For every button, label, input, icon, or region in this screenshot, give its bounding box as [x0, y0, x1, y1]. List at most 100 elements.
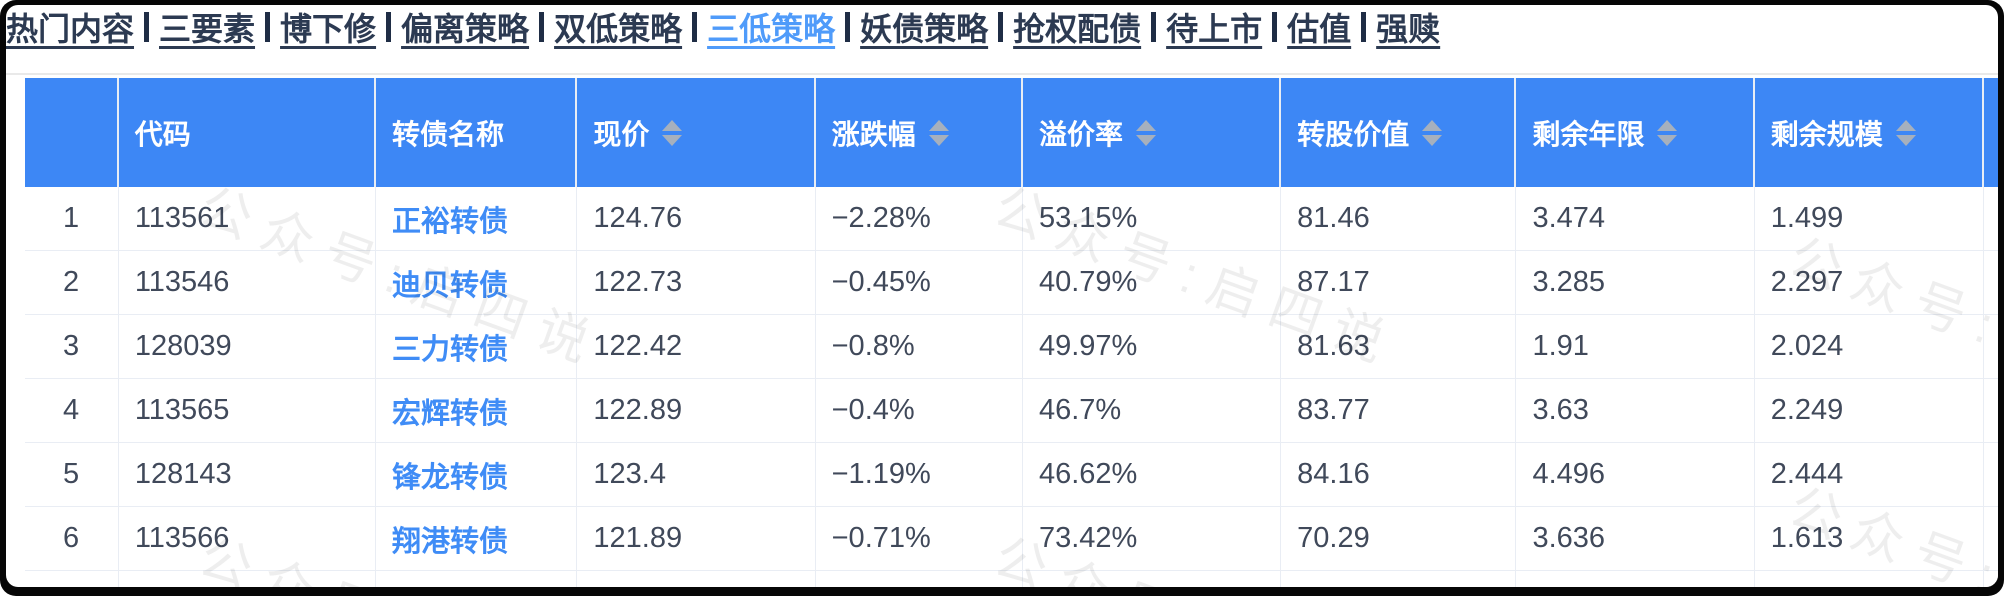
strategy-tab-bar: 热门内容 三要素 博下修 偏离策略 双低策略 三低策略 妖债策略 抢权配债 待上市 估值 强赎 — [6, 7, 1440, 55]
cell-empty — [25, 571, 119, 587]
sort-icon — [662, 119, 683, 146]
nav-tab[interactable]: 偏离策略 — [401, 11, 530, 47]
cell-convValue: 84.16 — [1281, 443, 1517, 507]
cell-index: 5 — [25, 443, 119, 507]
cell-overflow — [1983, 251, 1998, 315]
column-header-size[interactable]: 剩余规模 — [1754, 78, 1985, 187]
cell-convValue: 70.29 — [1281, 507, 1517, 571]
column-header-code: 代码 — [118, 78, 376, 187]
column-header-price[interactable]: 现价 — [577, 78, 816, 187]
cell-name: 翔港转债 — [376, 507, 578, 571]
sort-icon — [1422, 119, 1443, 146]
cell-size: 2.444 — [1754, 443, 1984, 507]
cell-empty — [1281, 571, 1517, 587]
bond-name-link[interactable]: 宏辉转债 — [392, 397, 509, 430]
cell-overflow — [1983, 379, 1998, 443]
sort-icon — [1657, 119, 1678, 146]
column-header-overflow — [1984, 78, 1998, 187]
column-header-label: 涨跌幅 — [831, 118, 916, 150]
nav-separator — [144, 12, 150, 42]
cell-code: 113565 — [118, 379, 376, 443]
column-header-years[interactable]: 剩余年限 — [1516, 78, 1755, 187]
cell-price: 122.73 — [577, 251, 816, 315]
page-content: 热门内容 三要素 博下修 偏离策略 双低策略 三低策略 妖债策略 抢权配债 待上市 估值 强赎 代码… — [6, 5, 1998, 587]
cell-code: 113561 — [118, 187, 376, 251]
cell-convValue: 83.77 — [1281, 379, 1517, 443]
column-header-label: 转股价值 — [1297, 118, 1410, 150]
cell-index: 3 — [25, 315, 119, 379]
bond-name-link[interactable]: 三力转债 — [392, 333, 509, 366]
column-header-label: 剩余年限 — [1532, 118, 1645, 150]
cell-code: 128039 — [118, 315, 376, 379]
cell-overflow — [1983, 507, 1998, 571]
cell-index: 6 — [25, 507, 119, 571]
nav-tab[interactable]: 三低策略 — [707, 11, 836, 47]
cell-overflow — [1983, 187, 1998, 251]
nav-tab[interactable]: 强赎 — [1376, 11, 1441, 47]
cell-empty — [1754, 571, 1985, 587]
bond-table: 代码 转债名称 现价 涨跌幅 溢价率 转股价值 剩余年限 剩余规模 1 113561 正裕转债 12… — [25, 78, 1998, 587]
column-header-name: 转债名称 — [375, 78, 578, 187]
cell-index: 4 — [25, 379, 119, 443]
cell-years: 3.636 — [1516, 507, 1755, 571]
cell-premium: 49.97% — [1022, 315, 1282, 379]
column-header-label: 转债名称 — [391, 118, 504, 150]
bond-name-link[interactable]: 锋龙转债 — [392, 461, 509, 494]
column-header-convValue[interactable]: 转股价值 — [1281, 78, 1517, 187]
table-row: 4 113565 宏辉转债 122.89 −0.4% 46.7% 83.77 3.63 2.24… — [25, 379, 1998, 443]
bond-name-link[interactable]: 迪贝转债 — [392, 269, 509, 302]
cell-size: 1.613 — [1754, 507, 1984, 571]
cell-size: 1.499 — [1754, 187, 1984, 251]
cell-name: 三力转债 — [376, 315, 578, 379]
nav-separator — [265, 12, 271, 42]
nav-tab[interactable]: 估值 — [1287, 11, 1352, 47]
nav-separator — [386, 12, 392, 42]
bond-name-link[interactable]: 正裕转债 — [392, 205, 509, 238]
table-row: 5 128143 锋龙转债 123.4 −1.19% 46.62% 84.16 4.496 2.… — [25, 443, 1998, 507]
cell-size: 2.249 — [1754, 379, 1984, 443]
cell-empty — [815, 571, 1023, 587]
nav-tab[interactable]: 妖债策略 — [860, 11, 989, 47]
column-header-label: 剩余规模 — [1770, 118, 1883, 150]
column-header-change[interactable]: 涨跌幅 — [815, 78, 1023, 187]
nav-separator — [692, 12, 698, 42]
cell-name: 迪贝转债 — [376, 251, 578, 315]
cell-years: 1.91 — [1516, 315, 1755, 379]
cell-premium: 40.79% — [1022, 251, 1282, 315]
column-header-label: 现价 — [593, 118, 650, 150]
cell-overflow — [1983, 443, 1998, 507]
cell-price: 122.42 — [577, 315, 816, 379]
cell-size: 2.024 — [1754, 315, 1984, 379]
cell-convValue: 87.17 — [1281, 251, 1517, 315]
nav-separator — [539, 12, 545, 42]
cell-empty — [1022, 571, 1282, 587]
cell-overflow — [1983, 315, 1998, 379]
table-row: 6 113566 翔港转债 121.89 −0.71% 73.42% 70.29 3.636 1… — [25, 507, 1998, 571]
cell-price: 121.89 — [577, 507, 816, 571]
sort-icon — [928, 119, 949, 146]
cell-name: 锋龙转债 — [376, 443, 578, 507]
cell-change: −0.4% — [815, 379, 1023, 443]
cell-years: 3.285 — [1516, 251, 1755, 315]
nav-tab[interactable]: 三要素 — [159, 11, 256, 47]
nav-tab[interactable]: 待上市 — [1166, 11, 1263, 47]
cell-empty — [118, 571, 376, 587]
bond-name-link[interactable]: 翔港转债 — [392, 525, 509, 558]
nav-tab[interactable]: 抢权配债 — [1013, 11, 1142, 47]
nav-tab[interactable]: 双低策略 — [554, 11, 683, 47]
cell-change: −2.28% — [815, 187, 1023, 251]
cell-years: 4.496 — [1516, 443, 1755, 507]
cell-premium: 46.62% — [1022, 443, 1282, 507]
sort-icon — [1136, 119, 1156, 146]
cell-empty — [1516, 571, 1755, 587]
cell-change: −1.19% — [815, 443, 1023, 507]
cell-premium: 53.15% — [1022, 187, 1282, 251]
cell-code: 113546 — [118, 251, 376, 315]
column-header-label: 溢价率 — [1038, 118, 1123, 150]
column-header-premium[interactable]: 溢价率 — [1022, 78, 1282, 187]
nav-divider-line — [6, 73, 1998, 75]
nav-tab[interactable]: 热门内容 — [6, 11, 135, 47]
cell-price: 123.4 — [577, 443, 816, 507]
nav-tab[interactable]: 博下修 — [280, 11, 377, 47]
